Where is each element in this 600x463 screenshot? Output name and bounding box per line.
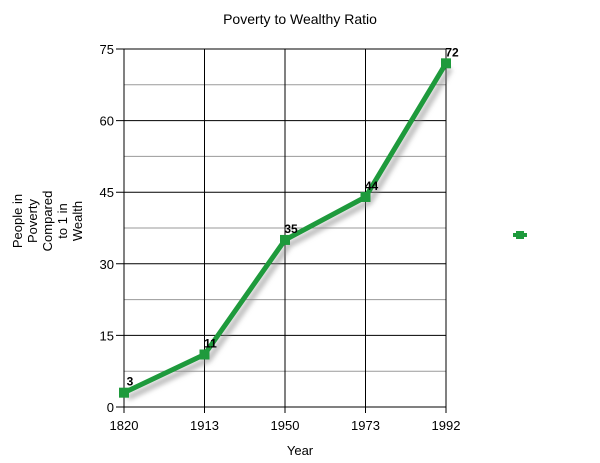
y-tick-label: 15 — [100, 328, 114, 343]
y-axis-label-line: Poverty — [25, 198, 40, 243]
data-label: 44 — [365, 179, 379, 193]
data-label: 11 — [204, 336, 217, 350]
data-point — [280, 234, 290, 245]
legend-swatch-marker — [516, 231, 524, 239]
series: 3 11 35 44 72 — [119, 45, 459, 401]
y-axis-label-line: to 1 in — [55, 203, 70, 238]
y-tick-label: 60 — [100, 114, 114, 129]
x-tick-label: 1992 — [432, 418, 461, 433]
data-label: 72 — [445, 45, 459, 59]
data-point — [199, 349, 210, 360]
legend — [513, 231, 531, 241]
x-tick-label: 1973 — [351, 418, 380, 433]
x-axis-label: Year — [287, 443, 314, 458]
y-axis-label-line: Wealth — [70, 201, 85, 241]
y-tick-label: 75 — [100, 42, 114, 57]
y-tick-labels: 0 15 30 45 60 75 — [100, 42, 114, 415]
data-label: 3 — [127, 375, 134, 389]
y-tick-label: 45 — [100, 185, 114, 200]
y-tick-label: 0 — [107, 400, 114, 415]
x-tick-labels: 1820 1913 1950 1973 1992 — [110, 418, 461, 433]
data-point — [360, 191, 371, 202]
y-tick-label: 30 — [100, 257, 114, 272]
y-axis-label-line: Compared — [40, 191, 55, 252]
chart-title: Poverty to Wealthy Ratio — [223, 11, 377, 27]
x-tick-label: 1913 — [190, 418, 219, 433]
data-point — [119, 387, 129, 398]
grid — [116, 48, 447, 413]
data-label: 35 — [284, 222, 298, 236]
y-axis-label: People in Poverty Compared to 1 in Wealth — [10, 191, 85, 252]
x-tick-label: 1820 — [110, 418, 139, 433]
y-axis-label-line: People in — [10, 194, 25, 248]
x-tick-label: 1950 — [271, 418, 300, 433]
data-point — [441, 58, 451, 69]
